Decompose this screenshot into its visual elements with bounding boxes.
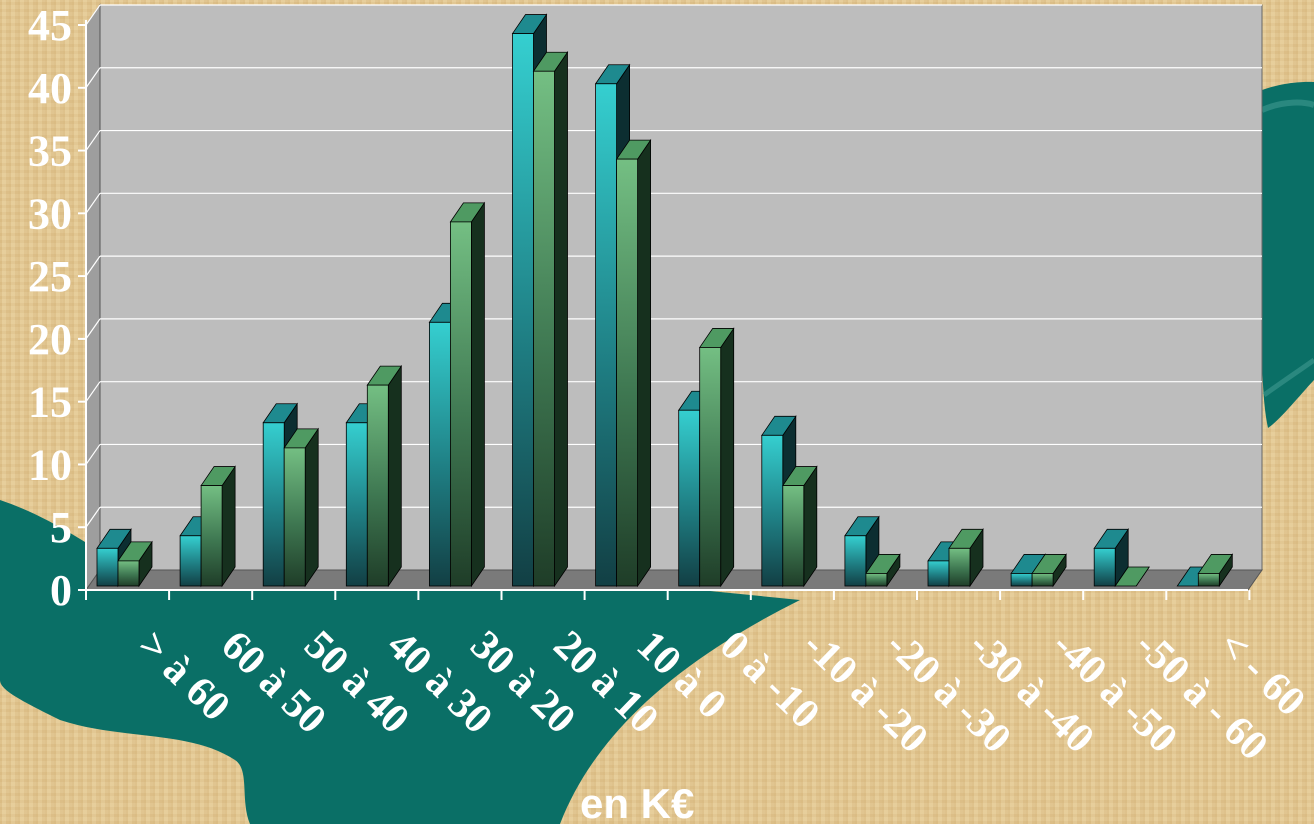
bar-front — [283, 447, 306, 587]
bar — [948, 528, 984, 588]
bar-side — [221, 465, 236, 588]
bar-front — [366, 384, 389, 587]
axes — [78, 20, 1251, 600]
y-tick-label: 40 — [28, 64, 72, 113]
gridline-side — [85, 67, 101, 89]
y-tick-label: 25 — [28, 252, 72, 301]
bar-side — [803, 465, 818, 588]
gridline-side — [85, 506, 101, 528]
bar-front — [844, 535, 867, 587]
bar-front — [782, 485, 805, 587]
bar — [1031, 553, 1067, 588]
bar-front — [595, 83, 617, 587]
gridline-side — [85, 381, 101, 403]
teal-shape-right — [1262, 81, 1314, 428]
bar-front — [117, 560, 140, 587]
bar-front — [865, 573, 888, 587]
bar-front — [1197, 573, 1220, 587]
bar-front — [616, 158, 638, 587]
floor — [85, 569, 1263, 591]
bar-side — [554, 50, 568, 588]
bar-front — [449, 221, 472, 587]
y-tick-label: 10 — [28, 440, 72, 489]
y-tick-label: 5 — [50, 503, 72, 552]
side-wall — [85, 3, 101, 592]
y-tick-label: 30 — [28, 189, 72, 238]
decorative-background-shapes — [0, 81, 1314, 824]
y-tick-label: 45 — [28, 1, 72, 50]
bar-side — [387, 364, 402, 588]
teal-shape-bottom — [0, 500, 800, 824]
gridline-side — [85, 4, 101, 26]
bar-front — [512, 33, 534, 587]
bar — [532, 50, 569, 588]
bar-side — [637, 138, 651, 588]
bar-front — [761, 434, 784, 587]
bar — [366, 364, 403, 588]
bar — [283, 427, 319, 588]
bar-front — [927, 560, 950, 587]
bar-front — [179, 535, 202, 587]
bar-front — [200, 485, 223, 587]
bar — [865, 553, 901, 588]
y-tick-label: 15 — [28, 378, 72, 427]
bar-front — [1010, 573, 1033, 587]
bars — [96, 13, 1234, 588]
bar-front — [1093, 547, 1116, 587]
bar-front — [533, 70, 555, 587]
bar-front — [96, 547, 119, 587]
bar-front — [1031, 573, 1054, 587]
gridline-side — [85, 318, 101, 340]
y-tick-labels: 0 5 10 15 20 25 30 35 40 45 — [28, 1, 72, 615]
bar-front — [428, 321, 451, 587]
y-tick-label: 35 — [28, 127, 72, 176]
gridline-side — [85, 192, 101, 214]
bar-front — [262, 422, 285, 587]
bar-front — [699, 347, 722, 587]
bar — [1114, 566, 1150, 587]
bar-side — [304, 427, 319, 588]
bar-front — [948, 547, 971, 587]
y-tick-label: 0 — [50, 566, 72, 615]
bar — [698, 327, 735, 588]
bar — [117, 540, 153, 588]
y-tick-label: 20 — [28, 315, 72, 364]
bar — [615, 138, 652, 588]
bar — [1197, 553, 1234, 588]
bar — [782, 465, 818, 588]
bar — [1093, 528, 1129, 588]
plot-area — [85, 3, 1263, 592]
gridline-side — [85, 444, 101, 465]
bar-side — [720, 327, 735, 588]
bar-front — [678, 409, 701, 587]
bar — [200, 465, 236, 588]
gridline-side — [85, 130, 101, 151]
x-axis-label: en K€ — [580, 780, 694, 824]
bar — [449, 201, 486, 588]
bar-front — [345, 422, 368, 587]
gridline-side — [85, 255, 101, 277]
bar-top — [1114, 566, 1150, 587]
bar-side — [470, 201, 485, 588]
